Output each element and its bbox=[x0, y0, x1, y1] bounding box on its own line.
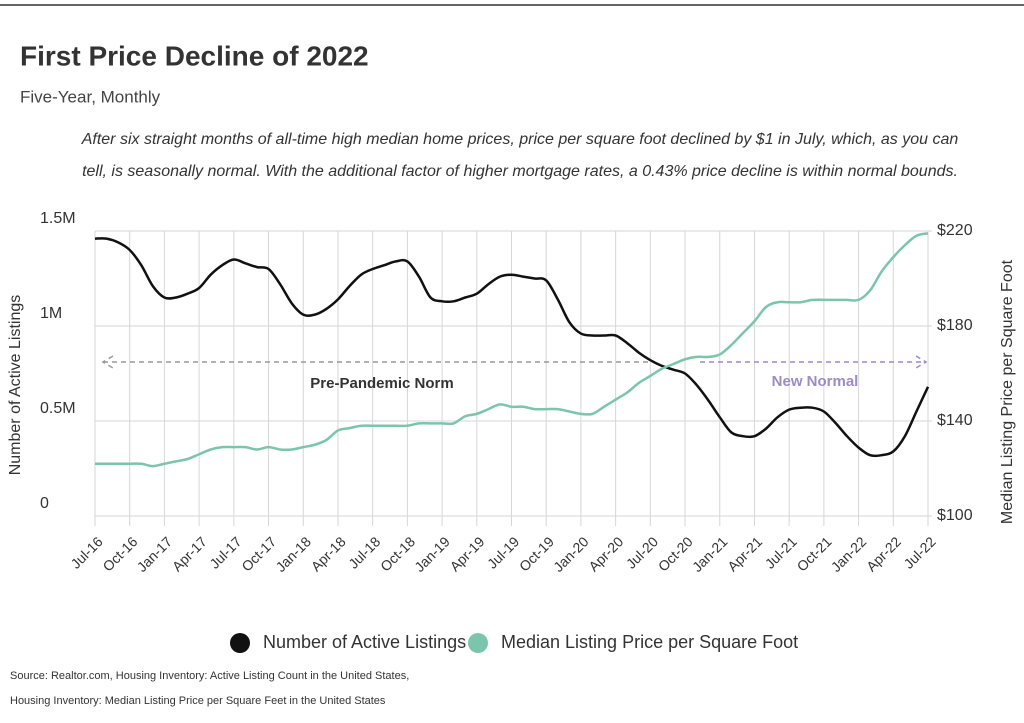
x-tick-label: Oct-19 bbox=[516, 533, 557, 574]
legend-marker bbox=[230, 633, 250, 653]
chart-subtitle: Five-Year, Monthly bbox=[20, 87, 161, 106]
annotation: Pre-Pandemic Norm bbox=[310, 375, 453, 392]
x-tick-label: Jul-20 bbox=[623, 533, 661, 571]
x-tick-label: Jan-18 bbox=[272, 533, 314, 575]
x-tick-label: Jan-19 bbox=[411, 533, 453, 575]
annotation-arrow bbox=[700, 355, 928, 369]
x-tick-label: Jan-20 bbox=[550, 533, 592, 575]
x-tick-label: Apr-22 bbox=[863, 533, 904, 574]
y2-tick-label: $180 bbox=[937, 317, 973, 334]
x-tick-label: Jul-21 bbox=[762, 533, 800, 571]
x-tick-label: Apr-17 bbox=[169, 533, 210, 574]
x-tick-label: Jul-19 bbox=[484, 533, 522, 571]
y-tick-label: 1M bbox=[40, 305, 62, 322]
legend-label: Number of Active Listings bbox=[263, 632, 466, 652]
series-line bbox=[94, 232, 929, 468]
x-tick-label: Jan-17 bbox=[134, 533, 176, 575]
x-tick-label: Apr-19 bbox=[446, 533, 487, 574]
series-line bbox=[94, 237, 930, 458]
source: Source: Realtor.com, Housing Inventory: … bbox=[10, 670, 409, 682]
x-tick-label: Apr-18 bbox=[308, 533, 349, 574]
annotation: New Normal bbox=[772, 373, 859, 390]
x-tick-label: Oct-18 bbox=[377, 533, 418, 574]
y-tick-label: 0 bbox=[40, 495, 49, 512]
description: After six straight months of all-time hi… bbox=[81, 131, 959, 180]
source: Housing Inventory: Median Listing Price … bbox=[10, 695, 386, 707]
legend-marker bbox=[468, 633, 488, 653]
y-tick-label: 0.5M bbox=[40, 400, 76, 417]
y2-axis-title: Median Listing Price per Square Foot bbox=[999, 259, 1016, 524]
y-axis-title: Number of Active Listings bbox=[7, 295, 24, 476]
x-tick-label: Jan-22 bbox=[828, 533, 870, 575]
legend-label: Median Listing Price per Square Foot bbox=[501, 632, 798, 652]
x-tick-label: Oct-20 bbox=[655, 533, 696, 574]
x-tick-label: Jul-18 bbox=[345, 533, 383, 571]
x-tick-label: Apr-21 bbox=[724, 533, 765, 574]
x-tick-label: Oct-16 bbox=[99, 533, 140, 574]
x-tick-label: Jul-17 bbox=[206, 533, 244, 571]
chart-title: First Price Decline of 2022 bbox=[20, 40, 369, 71]
x-tick-label: Jul-16 bbox=[67, 533, 105, 571]
annotation-arrow bbox=[101, 355, 650, 369]
y2-tick-label: $220 bbox=[937, 222, 973, 239]
x-tick-label: Oct-17 bbox=[238, 533, 279, 574]
x-tick-label: Jan-21 bbox=[689, 533, 731, 575]
x-tick-label: Apr-20 bbox=[585, 533, 626, 574]
x-tick-label: Oct-21 bbox=[794, 533, 835, 574]
y-tick-label: 1.5M bbox=[40, 210, 76, 227]
x-tick-label: Jul-22 bbox=[900, 533, 938, 571]
y2-tick-label: $100 bbox=[937, 507, 973, 524]
y2-tick-label: $140 bbox=[937, 412, 973, 429]
